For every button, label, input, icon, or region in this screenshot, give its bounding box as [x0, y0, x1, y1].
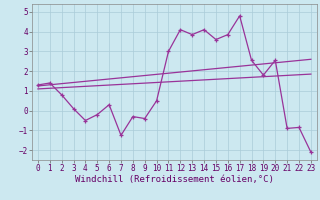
X-axis label: Windchill (Refroidissement éolien,°C): Windchill (Refroidissement éolien,°C) [75, 175, 274, 184]
